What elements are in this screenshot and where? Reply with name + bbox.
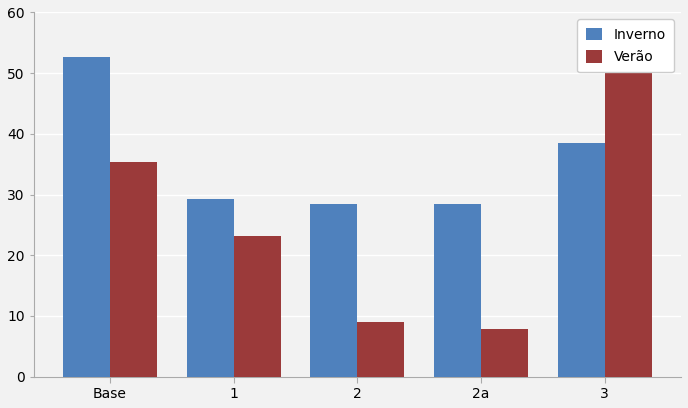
Bar bbox=[234, 236, 281, 377]
Bar bbox=[110, 162, 157, 377]
Bar bbox=[605, 35, 652, 377]
Bar bbox=[63, 57, 110, 377]
Bar bbox=[481, 329, 528, 377]
Bar bbox=[310, 204, 357, 377]
Bar bbox=[357, 322, 405, 377]
Bar bbox=[558, 143, 605, 377]
Bar bbox=[186, 199, 234, 377]
Bar bbox=[434, 204, 481, 377]
Legend: Inverno, Verão: Inverno, Verão bbox=[577, 20, 674, 72]
